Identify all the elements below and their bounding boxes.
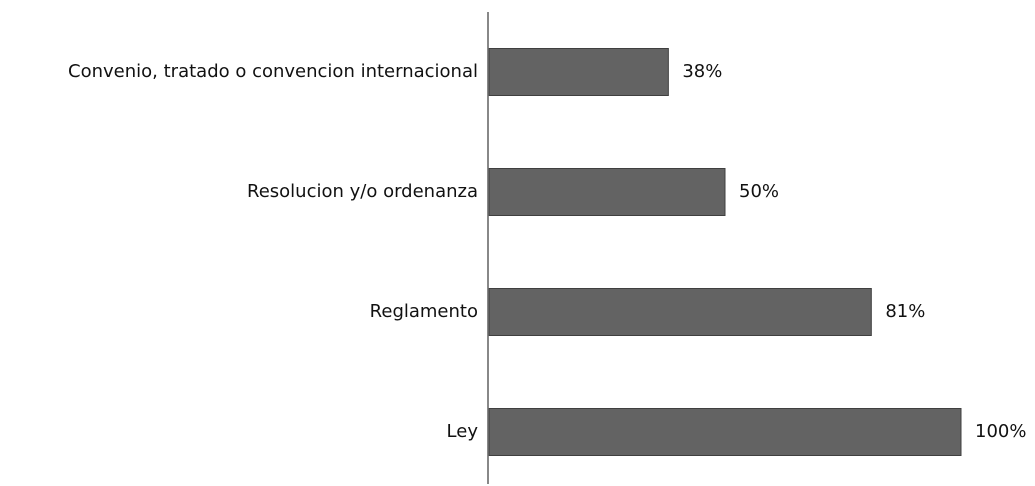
category-label: Resolucion y/o ordenanza bbox=[247, 181, 478, 202]
bar bbox=[488, 408, 962, 456]
value-label: 100% bbox=[975, 421, 1026, 442]
category-label: Reglamento bbox=[370, 301, 478, 322]
value-label: 50% bbox=[739, 181, 779, 202]
bar bbox=[488, 48, 669, 96]
value-label: 81% bbox=[885, 301, 925, 322]
bar bbox=[488, 168, 726, 216]
category-label: Ley bbox=[447, 421, 479, 442]
value-label: 38% bbox=[682, 61, 722, 82]
bar bbox=[488, 288, 872, 336]
category-label: Convenio, tratado o convencion internaci… bbox=[68, 61, 478, 82]
